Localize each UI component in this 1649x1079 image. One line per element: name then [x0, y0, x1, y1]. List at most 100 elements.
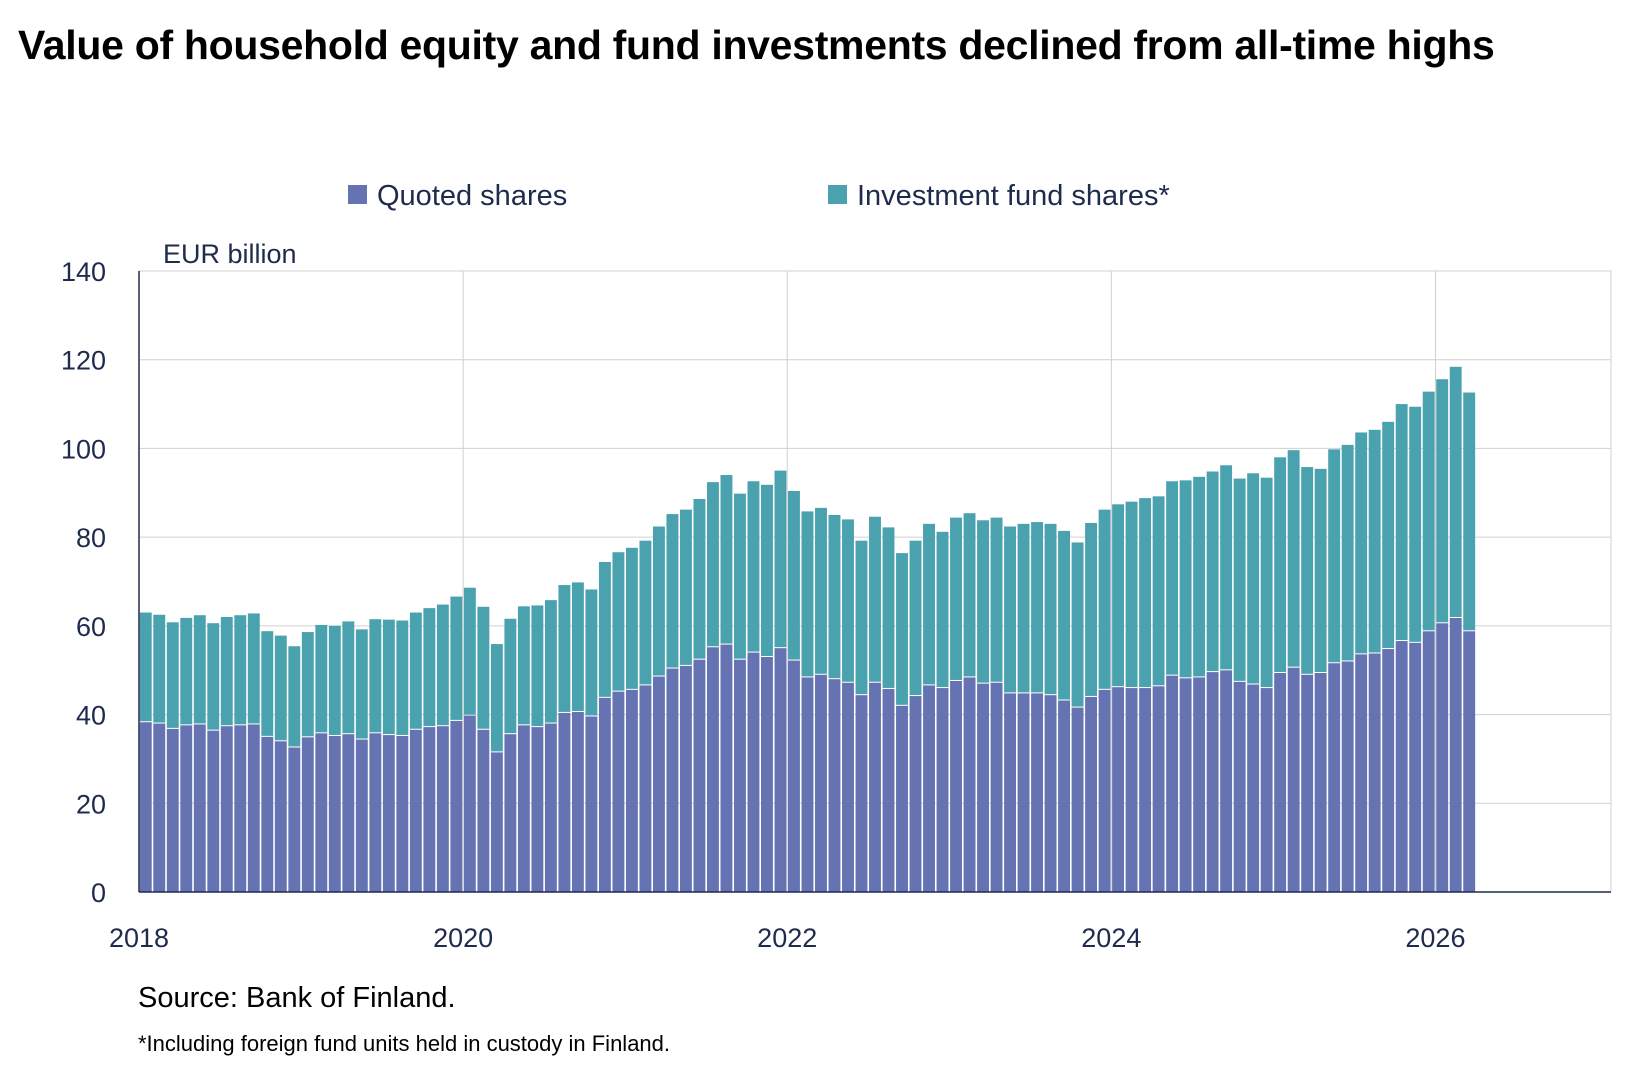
bar-investment-fund-shares [977, 520, 989, 683]
bar-investment-fund-shares [1166, 481, 1179, 675]
bar-investment-fund-shares [801, 511, 814, 677]
legend-label-quoted-shares: Quoted shares [377, 180, 567, 212]
bar-quoted-shares [706, 647, 719, 892]
bar-quoted-shares [788, 660, 800, 892]
bar-investment-fund-shares [909, 540, 922, 696]
bars [139, 366, 1476, 892]
bar-quoted-shares [193, 724, 206, 892]
bar-investment-fund-shares [1260, 477, 1273, 688]
bar-investment-fund-shares [585, 589, 598, 716]
bar-investment-fund-shares [842, 519, 854, 682]
bar-investment-fund-shares [1274, 457, 1287, 672]
bar-investment-fund-shares [220, 616, 233, 726]
bar-quoted-shares [1031, 693, 1044, 892]
bar-investment-fund-shares [1449, 366, 1462, 617]
bar-quoted-shares [517, 725, 530, 892]
bar-investment-fund-shares [1314, 468, 1327, 672]
axes [138, 271, 1611, 893]
bar-quoted-shares [1233, 681, 1246, 892]
bar-quoted-shares [828, 679, 841, 892]
bar-quoted-shares [936, 688, 949, 892]
bar-investment-fund-shares [1112, 504, 1125, 687]
bar-quoted-shares [1193, 677, 1206, 892]
bar-investment-fund-shares [855, 540, 868, 695]
bar-quoted-shares [896, 705, 908, 892]
bar-quoted-shares [950, 680, 962, 892]
y-tick-label: 120 [61, 346, 106, 376]
bar-investment-fund-shares [261, 631, 274, 736]
bar-quoted-shares [558, 712, 571, 892]
bar-investment-fund-shares [896, 553, 908, 705]
bar-quoted-shares [288, 747, 301, 892]
bar-investment-fund-shares [531, 605, 544, 727]
x-tick-label: 2018 [109, 923, 169, 953]
footnote: *Including foreign fund units held in cu… [138, 1031, 671, 1056]
bar-quoted-shares [180, 725, 193, 892]
bar-investment-fund-shares [1044, 523, 1057, 695]
bar-quoted-shares [909, 696, 922, 892]
bar-investment-fund-shares [720, 475, 733, 644]
bar-investment-fund-shares [1220, 465, 1233, 670]
bar-quoted-shares [923, 685, 935, 892]
bar-quoted-shares [1368, 653, 1381, 892]
bar-quoted-shares [571, 712, 584, 892]
y-tick-label: 40 [76, 701, 106, 731]
bar-quoted-shares [1287, 667, 1300, 892]
bar-investment-fund-shares [1004, 526, 1016, 693]
bar-investment-fund-shares [1422, 391, 1435, 631]
bar-quoted-shares [477, 729, 490, 892]
bar-quoted-shares [639, 685, 652, 892]
bar-investment-fund-shares [193, 615, 206, 724]
bar-quoted-shares [1179, 678, 1192, 892]
bar-quoted-shares [747, 652, 760, 892]
bar-investment-fund-shares [369, 619, 382, 733]
bar-quoted-shares [815, 674, 827, 892]
bar-investment-fund-shares [153, 614, 166, 723]
bar-investment-fund-shares [693, 498, 706, 659]
source-note: Source: Bank of Finland. [138, 982, 456, 1014]
bar-investment-fund-shares [882, 527, 895, 688]
bar-quoted-shares [1328, 663, 1341, 892]
bar-quoted-shares [1058, 700, 1071, 892]
bar-quoted-shares [801, 677, 814, 892]
bar-quoted-shares [977, 683, 989, 892]
bar-investment-fund-shares [571, 582, 584, 712]
bar-investment-fund-shares [1382, 421, 1395, 649]
legend-label-investment-fund-shares: Investment fund shares* [857, 180, 1170, 212]
bar-quoted-shares [1382, 649, 1395, 892]
bar-investment-fund-shares [706, 482, 719, 647]
bar-quoted-shares [1409, 642, 1422, 892]
bar-investment-fund-shares [1017, 523, 1030, 693]
bar-investment-fund-shares [436, 604, 449, 726]
legend-swatch-quoted-shares [348, 185, 367, 204]
bar-quoted-shares [1098, 689, 1111, 892]
y-tick-label: 0 [91, 878, 106, 908]
bar-quoted-shares [652, 676, 665, 892]
y-tick-label: 80 [76, 523, 106, 553]
bar-quoted-shares [1314, 672, 1327, 892]
bar-investment-fund-shares [558, 585, 571, 712]
bar-investment-fund-shares [936, 531, 949, 688]
bar-investment-fund-shares [1152, 496, 1165, 686]
bar-investment-fund-shares [342, 621, 355, 734]
y-tick-labels: 0 20 40 60 80 100 120 140 [61, 257, 106, 908]
bar-quoted-shares [612, 691, 625, 892]
bar-quoted-shares [1220, 670, 1233, 892]
bar-investment-fund-shares [1125, 501, 1138, 688]
bar-investment-fund-shares [747, 481, 760, 652]
bar-quoted-shares [1044, 695, 1057, 892]
bar-investment-fund-shares [1206, 471, 1219, 672]
bar-investment-fund-shares [207, 623, 220, 730]
bar-quoted-shares [166, 728, 179, 892]
x-tick-label: 2022 [757, 923, 817, 953]
bar-quoted-shares [1166, 675, 1179, 892]
bar-quoted-shares [1247, 684, 1260, 892]
bar-investment-fund-shares [139, 612, 152, 722]
bar-investment-fund-shares [612, 552, 625, 691]
bar-quoted-shares [679, 665, 692, 892]
bar-investment-fund-shares [409, 612, 422, 729]
bar-quoted-shares [882, 688, 895, 892]
bar-quoted-shares [598, 697, 611, 892]
bar-investment-fund-shares [1139, 498, 1152, 688]
bar-quoted-shares [436, 726, 449, 892]
